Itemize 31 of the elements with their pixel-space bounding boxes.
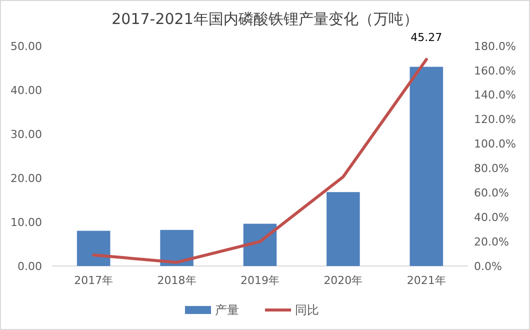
bar — [243, 224, 277, 266]
y-tick-label: 30.00 — [10, 128, 42, 141]
x-tick-label: 2018年 — [157, 274, 196, 287]
x-tick-label: 2019年 — [240, 274, 280, 287]
y2-tick-label: 160.0% — [474, 64, 516, 78]
y2-tick-label: 100.0% — [474, 138, 516, 151]
y-tick-label: 40.00 — [10, 84, 42, 97]
y-tick-label: 50.00 — [10, 40, 42, 53]
y2-tick-label: 140.0% — [474, 88, 516, 102]
legend-label: 同比 — [295, 303, 319, 318]
x-tick-label: 2017年 — [74, 274, 114, 287]
y2-tick-label: 60.0% — [474, 186, 509, 200]
data-label: 45.27 — [410, 30, 442, 44]
bar — [76, 230, 110, 266]
y2-tick-label: 120.0% — [474, 113, 516, 126]
legend-label: 产量 — [215, 303, 239, 318]
x-tick-label: 2020年 — [324, 274, 363, 287]
line-series — [92, 58, 428, 264]
bar — [326, 192, 360, 266]
y2-tick-label: 20.0% — [474, 235, 509, 248]
y-tick-label: 0.00 — [18, 260, 42, 273]
y2-tick-label: 0.0% — [474, 260, 502, 273]
y-tick-label: 10.00 — [10, 216, 42, 229]
x-tick-label: 2021年 — [406, 274, 446, 287]
bar — [160, 230, 194, 266]
chart-title: 2017-2021年国内磷酸铁锂产量变化（万吨） — [112, 10, 418, 28]
bar — [410, 66, 444, 266]
y2-tick-label: 40.0% — [474, 210, 509, 224]
y2-tick-label: 180.0% — [474, 40, 516, 53]
y-tick-label: 20.00 — [10, 172, 42, 185]
y2-tick-label: 80.0% — [474, 162, 509, 176]
